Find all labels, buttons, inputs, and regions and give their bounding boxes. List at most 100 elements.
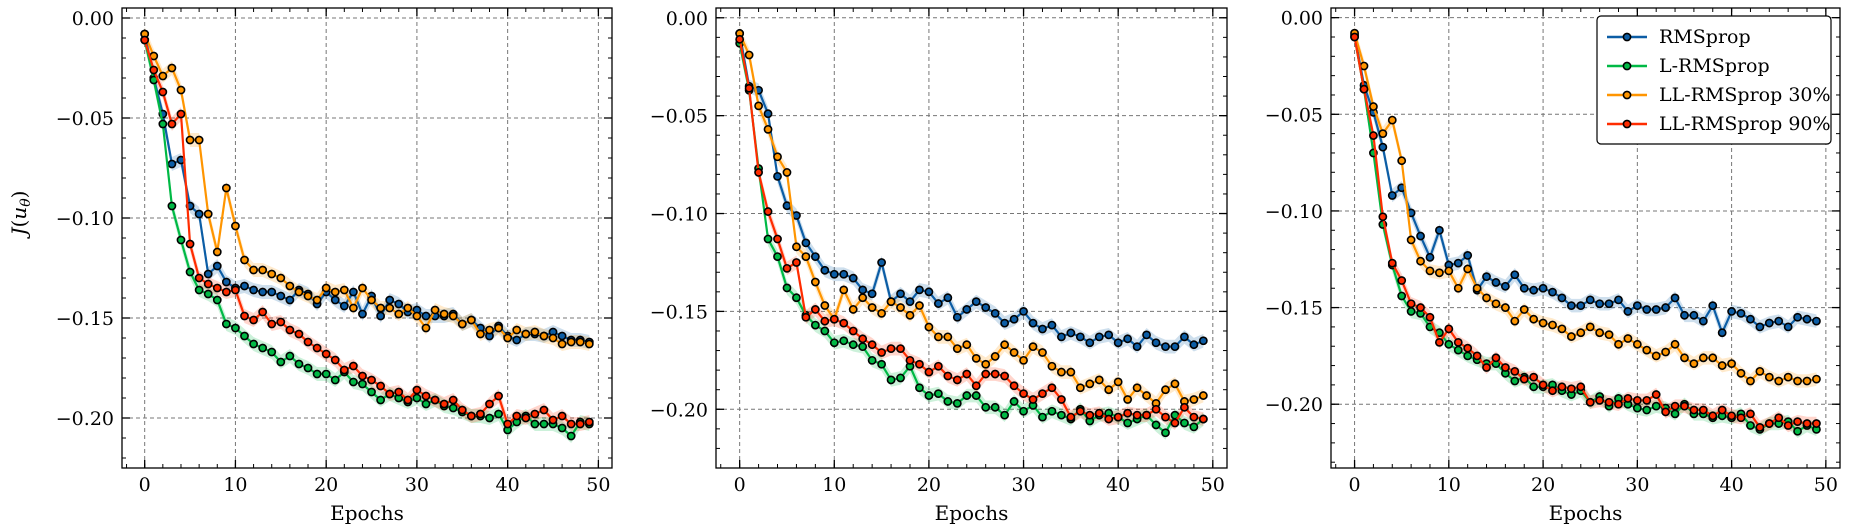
y-tick-label: −0.15 — [56, 308, 114, 330]
data-point — [1670, 293, 1680, 303]
data-point — [1614, 295, 1623, 305]
x-tick-label: 20 — [917, 474, 941, 496]
data-point — [285, 351, 295, 361]
data-point — [1764, 318, 1774, 328]
data-point — [176, 109, 186, 119]
data-point — [877, 359, 887, 369]
data-point — [385, 389, 395, 399]
data-point — [962, 305, 972, 314]
data-point — [839, 336, 849, 346]
data-point — [530, 409, 540, 419]
data-point — [1642, 395, 1652, 405]
data-point — [439, 399, 449, 409]
axes-frame — [1330, 7, 1841, 469]
data-point — [1359, 84, 1369, 94]
data-point — [303, 337, 313, 347]
data-point — [1009, 314, 1019, 324]
data-point — [1576, 328, 1586, 338]
data-point — [1727, 307, 1737, 316]
data-point — [203, 279, 213, 289]
data-point — [848, 273, 858, 283]
data-point — [763, 109, 773, 119]
data-point — [312, 295, 322, 305]
data-point — [258, 265, 268, 275]
data-point — [1746, 376, 1755, 386]
data-point — [1075, 383, 1085, 393]
data-point — [1623, 394, 1633, 403]
data-point — [203, 269, 213, 279]
data-point — [981, 369, 991, 379]
data-point — [1595, 395, 1605, 405]
data-point — [1066, 328, 1076, 338]
data-point — [952, 399, 962, 408]
data-point — [1189, 422, 1199, 432]
data-point — [905, 355, 915, 365]
data-point — [448, 311, 458, 321]
data-point — [820, 316, 830, 326]
data-point — [1755, 366, 1765, 376]
data-point — [801, 252, 811, 261]
data-point — [503, 333, 513, 343]
data-point — [1651, 390, 1661, 399]
data-point — [924, 391, 934, 400]
data-point — [1453, 337, 1463, 347]
data-point — [1132, 410, 1142, 420]
data-point — [1416, 303, 1425, 312]
data-point — [358, 371, 367, 381]
data-point — [1085, 410, 1095, 420]
data-point — [330, 375, 340, 385]
x-tick-label: 0 — [139, 474, 151, 496]
data-point — [1783, 372, 1793, 382]
data-point — [385, 303, 395, 313]
data-point — [896, 344, 905, 353]
data-point — [348, 361, 358, 371]
data-point — [829, 338, 839, 348]
data-point — [1793, 376, 1802, 386]
panel-2: 0 10 20 30 40 50 0.00 −0.05 −0.10 −0.15 −0.20 Epoch… — [650, 7, 1228, 525]
data-point — [1651, 351, 1661, 361]
data-point — [971, 353, 981, 363]
data-point — [1472, 351, 1482, 361]
x-tick-label: 30 — [405, 474, 429, 496]
data-point — [773, 171, 782, 181]
y-tick-label: −0.20 — [650, 399, 708, 421]
x-tick-label: 30 — [1625, 474, 1649, 496]
data-point — [990, 308, 1000, 318]
data-point — [1708, 411, 1718, 421]
data-point — [1085, 338, 1095, 348]
data-point — [249, 339, 258, 349]
data-point — [430, 305, 440, 315]
data-point — [1519, 305, 1529, 314]
data-point — [294, 287, 304, 297]
data-point — [421, 391, 431, 401]
data-point — [1397, 291, 1407, 301]
data-point — [1548, 386, 1557, 396]
data-point — [810, 320, 820, 330]
data-point — [763, 207, 773, 216]
data-point — [212, 247, 222, 257]
data-point — [412, 385, 422, 395]
data-point — [1019, 307, 1028, 316]
x-tick-label: 20 — [314, 474, 338, 496]
data-point — [1793, 417, 1802, 427]
data-point — [476, 409, 485, 419]
data-point — [1019, 355, 1028, 365]
data-point — [1604, 299, 1614, 309]
x-tick-label: 30 — [1011, 474, 1035, 496]
data-point — [1028, 342, 1038, 352]
data-point — [421, 399, 431, 409]
data-point — [1783, 322, 1793, 332]
data-point — [1614, 339, 1623, 349]
data-point — [584, 417, 594, 427]
data-point — [1170, 379, 1180, 389]
data-point — [1764, 372, 1774, 382]
data-point — [839, 269, 849, 279]
data-point — [1764, 419, 1774, 428]
data-point — [782, 201, 792, 211]
data-point — [367, 387, 376, 397]
data-point — [1123, 408, 1133, 418]
data-point — [1670, 409, 1680, 419]
data-point — [249, 285, 258, 295]
data-point — [348, 303, 358, 313]
